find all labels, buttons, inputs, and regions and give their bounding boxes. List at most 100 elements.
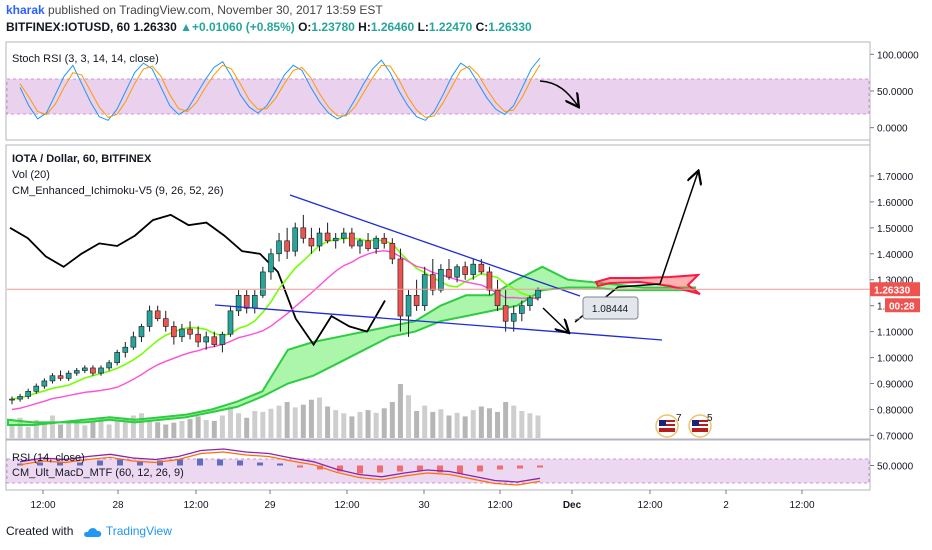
stoch-forecast-arrow[interactable] — [539, 80, 578, 106]
volume-bar — [252, 411, 258, 438]
time-tick-label: 12:00 — [334, 500, 359, 511]
candle-body — [340, 232, 347, 239]
volume-bar — [260, 411, 266, 438]
candle-body — [179, 328, 185, 338]
candle-body — [454, 266, 460, 278]
last-price-tag-text: 1.26330 — [874, 285, 911, 296]
time-tick-label: 29 — [264, 500, 276, 511]
volume-bar — [9, 424, 15, 438]
brand-link[interactable]: TradingView — [105, 524, 172, 538]
volume-bars — [9, 384, 541, 438]
forecast-down-arrow[interactable] — [542, 307, 568, 332]
volume-bar — [276, 405, 282, 438]
open-label: O: — [298, 20, 312, 34]
event-flag-us-2[interactable]: 5 — [688, 413, 713, 438]
volume-bar — [527, 413, 533, 438]
conversion-line — [11, 237, 539, 400]
volume-bar — [430, 411, 436, 438]
macd-bar — [437, 465, 443, 473]
trendline-lower[interactable] — [214, 304, 663, 341]
volume-bar — [406, 395, 412, 438]
candle-body — [527, 297, 533, 306]
volume-bar — [511, 405, 517, 438]
macd-bar — [257, 462, 263, 466]
rsi-axis: 50.0000 — [870, 462, 914, 473]
volume-bar — [171, 422, 177, 438]
candle-body — [211, 336, 218, 345]
callout-box[interactable] — [582, 296, 639, 320]
macd-bar — [197, 458, 203, 466]
close-value: 1.26330 — [488, 20, 532, 34]
price-tick-label: 1.10000 — [877, 328, 914, 339]
volume-bar — [373, 412, 379, 438]
volume-bar — [195, 416, 201, 438]
price-tick-label: 1.00000 — [877, 354, 914, 365]
candle-body — [122, 346, 129, 353]
candle-body — [316, 232, 323, 247]
rsi-title: RSI (14, close) — [12, 452, 85, 464]
volume-bar — [163, 424, 169, 438]
candle-body — [502, 305, 509, 322]
cloud-icon — [83, 527, 102, 537]
trendline-upper[interactable] — [289, 194, 581, 297]
candle-body — [446, 269, 452, 278]
volume-bar — [341, 413, 347, 438]
candle-body — [235, 294, 242, 312]
stoch-series-1 — [19, 57, 541, 121]
stoch-tick-label: 100.0000 — [877, 50, 919, 61]
stoch-title: Stoch RSI (3, 3, 14, 14, close) — [12, 53, 159, 65]
macd-bar — [477, 465, 483, 472]
author-link[interactable]: kharak — [6, 3, 45, 17]
candle-body — [106, 362, 112, 369]
volume-bar — [155, 422, 161, 438]
macd-bar — [457, 465, 463, 474]
candle-body — [243, 294, 250, 309]
volume-bar — [17, 417, 23, 438]
candle-body — [154, 310, 161, 319]
volume-bar — [236, 413, 242, 438]
time-tick-label: 12:00 — [30, 500, 55, 511]
candle-body — [33, 385, 40, 392]
time-tick-label: 12:00 — [487, 500, 512, 511]
price-tick-label: 1.50000 — [877, 224, 914, 235]
candle-body — [138, 326, 145, 338]
price-title: IOTA / Dollar, 60, BITFINEX — [12, 153, 152, 165]
macd-bar — [217, 459, 223, 466]
volume-bar — [41, 422, 47, 438]
candle-body — [429, 274, 436, 291]
price-pane[interactable] — [5, 144, 871, 440]
candle-body — [284, 240, 290, 252]
volume-bar — [349, 416, 355, 438]
volume-bar — [203, 420, 209, 438]
candle-body — [251, 294, 258, 309]
candle-body — [405, 294, 412, 317]
candle-body — [114, 352, 120, 364]
candle-body — [519, 305, 525, 314]
macd-bar — [37, 462, 43, 466]
close-label: C: — [475, 20, 489, 34]
macd-bar — [77, 462, 83, 466]
candle-body — [57, 375, 64, 379]
symbol-label: BITFINEX:IOTUSD, 60 — [6, 20, 131, 34]
volume-bar — [389, 402, 395, 438]
volume-bar — [486, 408, 492, 438]
candle-body — [413, 294, 420, 306]
price-tick-label: 0.80000 — [877, 405, 914, 416]
event-flag-us-1[interactable]: 7 — [655, 413, 682, 438]
volume-bar — [244, 417, 250, 438]
created-with-text: Created with — [6, 524, 74, 538]
candles — [9, 214, 541, 405]
candle-body — [98, 367, 104, 374]
time-tick-label: 12:00 — [789, 500, 814, 511]
symbol-summary: BITFINEX:IOTUSD, 60 1.26330 ▲+0.01060 (+… — [6, 20, 532, 34]
candle-body — [260, 271, 266, 296]
macd-bar — [137, 461, 143, 466]
macd-bar — [297, 465, 303, 468]
macd-bar — [97, 460, 103, 466]
candle-body — [9, 398, 15, 401]
volume-bar — [357, 411, 363, 438]
macd-bar — [237, 460, 243, 466]
volume-bar — [454, 412, 460, 438]
candle-body — [276, 240, 282, 255]
